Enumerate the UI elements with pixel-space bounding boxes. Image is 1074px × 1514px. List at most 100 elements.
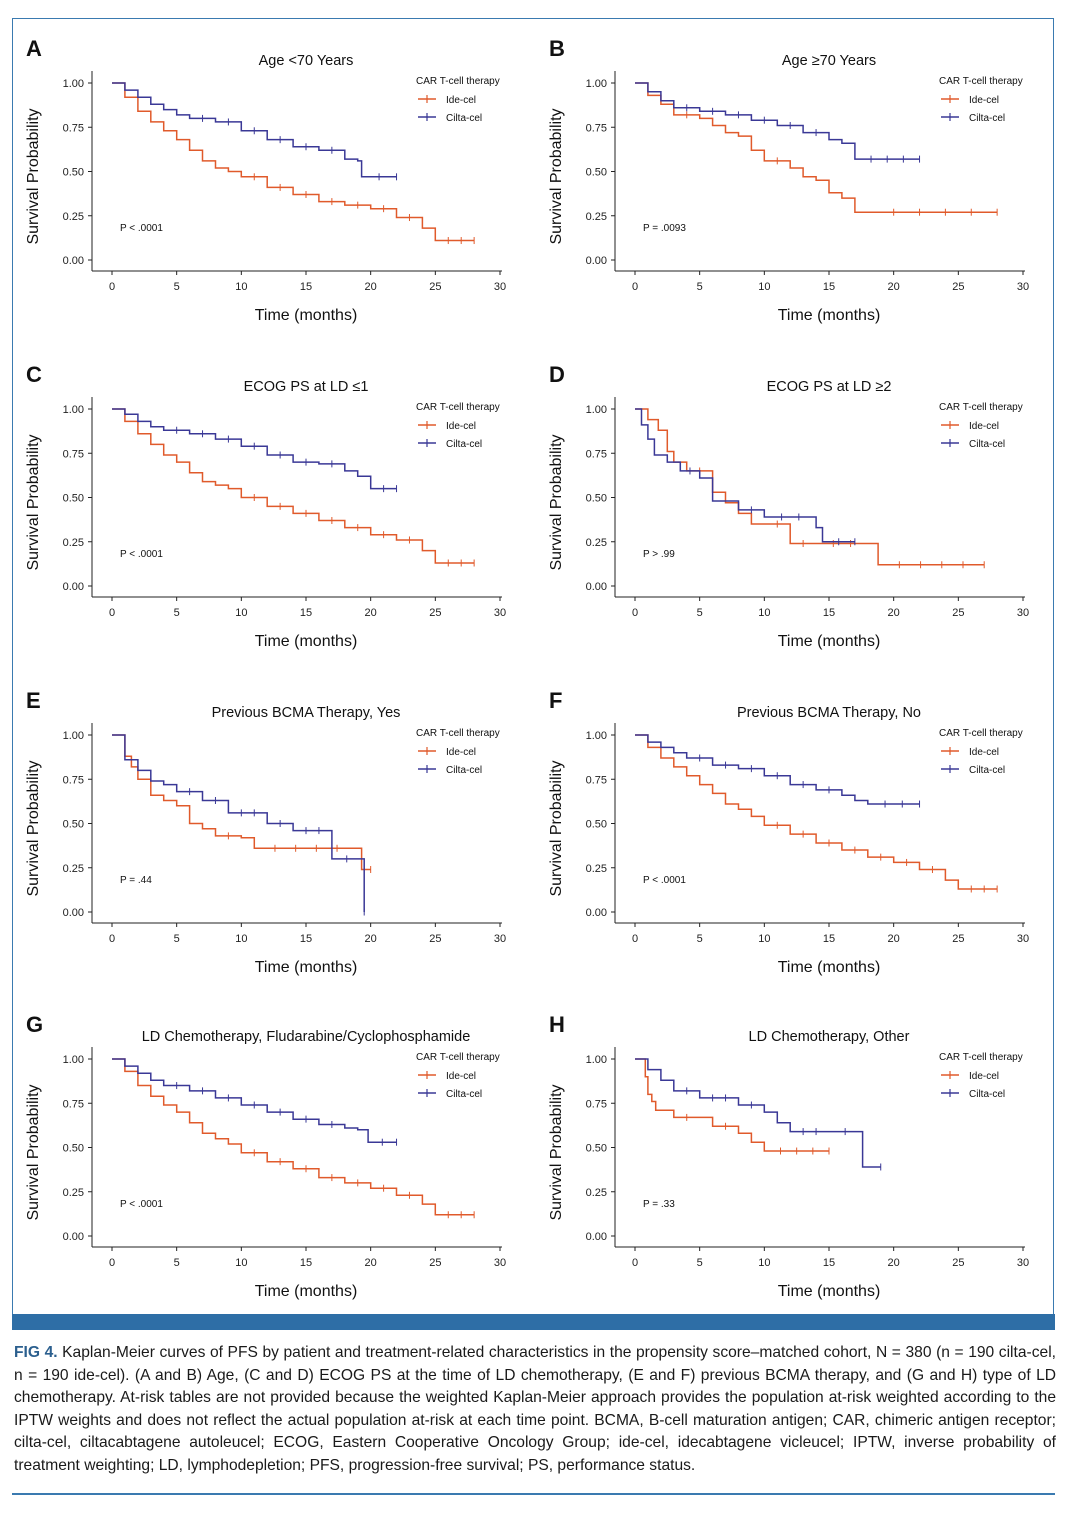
legend-entry: Cilta-cel [969,1089,1005,1100]
legend-entry: Ide-cel [969,747,999,758]
panel-title: Age ≥70 Years [782,53,876,69]
y-tick-label: 0.00 [586,581,607,593]
caption-label: FIG 4. [14,1344,58,1361]
panel-letter-A: A [26,36,42,61]
y-tick-label: 0.50 [63,819,84,831]
x-axis-label: Time (months) [255,307,358,324]
panel-title: Age <70 Years [259,53,354,69]
x-tick-label: 25 [429,281,441,293]
y-tick-label: 0.50 [63,167,84,179]
caption-text: Kaplan-Meier curves of PFS by patient an… [14,1344,1056,1474]
y-tick-label: 1.00 [586,404,607,416]
legend-title: CAR T-cell therapy [939,728,1023,739]
x-tick-label: 20 [365,1257,377,1269]
x-tick-label: 30 [1017,933,1029,945]
y-tick-label: 0.00 [63,907,84,919]
y-tick-label: 0.50 [586,493,607,505]
x-tick-label: 0 [109,1257,115,1269]
km-curve-ide-cel [635,1058,829,1152]
x-tick-label: 15 [300,1257,312,1269]
x-tick-label: 15 [300,933,312,945]
bottom-rule [12,1493,1055,1495]
x-tick-label: 15 [300,281,312,293]
x-tick-label: 20 [365,933,377,945]
legend-entry: Ide-cel [969,95,999,106]
x-tick-label: 15 [823,1257,835,1269]
x-tick-label: 15 [823,281,835,293]
x-tick-label: 25 [429,607,441,619]
panel-C: C ECOG PS at LD ≤1 0.00 0.25 0.50 0.75 1.00 0 5 1… [25,362,506,650]
p-value: P = .44 [120,875,152,886]
x-axis-label: Time (months) [778,633,881,650]
km-curve-cilta-cel [635,734,920,805]
p-value: P < .0001 [120,1199,163,1210]
x-axis-label: Time (months) [778,1283,881,1300]
y-tick-label: 0.50 [586,819,607,831]
x-tick-label: 30 [494,933,506,945]
y-tick-label: 1.00 [586,78,607,90]
figure-caption: FIG 4. Kaplan-Meier curves of PFS by pat… [14,1342,1056,1477]
x-tick-label: 0 [109,607,115,619]
legend-entry: Ide-cel [969,421,999,432]
x-tick-label: 25 [952,1257,964,1269]
km-curve-ide-cel [112,734,371,871]
y-tick-label: 1.00 [63,730,84,742]
x-tick-label: 10 [235,281,247,293]
x-tick-label: 5 [697,281,703,293]
legend-title: CAR T-cell therapy [939,76,1023,87]
y-tick-label: 1.00 [63,1054,84,1066]
x-tick-label: 30 [494,281,506,293]
p-value: P < .0001 [120,223,163,234]
legend-title: CAR T-cell therapy [416,728,500,739]
panel-title: LD Chemotherapy, Other [749,1029,910,1045]
x-tick-label: 25 [429,933,441,945]
x-tick-label: 25 [952,933,964,945]
x-tick-label: 20 [365,607,377,619]
km-curve-cilta-cel [635,1058,881,1168]
panel-title: Previous BCMA Therapy, Yes [212,705,401,721]
figure-bottom-bar [12,1314,1055,1330]
x-tick-label: 25 [952,281,964,293]
x-axis-label: Time (months) [255,1283,358,1300]
x-tick-label: 30 [494,607,506,619]
panel-title: ECOG PS at LD ≤1 [244,379,369,395]
figure-panels: A Age <70 Years 0.00 0.25 0.50 0.75 1.00 0 5 10 15… [25,36,1029,1300]
x-tick-label: 30 [1017,607,1029,619]
x-tick-label: 0 [632,933,638,945]
y-tick-label: 0.75 [586,122,607,134]
x-axis-label: Time (months) [778,959,881,976]
panel-G: G LD Chemotherapy, Fludarabine/Cyclophosp… [25,1012,506,1300]
legend-title: CAR T-cell therapy [939,1052,1023,1063]
panel-letter-H: H [549,1012,565,1037]
y-tick-label: 0.25 [586,863,607,875]
legend-title: CAR T-cell therapy [939,402,1023,413]
x-tick-label: 20 [365,281,377,293]
x-tick-label: 20 [888,281,900,293]
y-tick-label: 0.75 [63,122,84,134]
legend-entry: Cilta-cel [969,765,1005,776]
y-axis-label: Survival Probability [25,760,42,896]
panel-F: F Previous BCMA Therapy, No 0.00 0.25 0.50 0.… [548,688,1029,976]
x-tick-label: 5 [174,607,180,619]
figure-frame [12,18,1054,1330]
km-curve-ide-cel [112,82,475,242]
legend-entry: Cilta-cel [446,1089,482,1100]
x-tick-label: 20 [888,933,900,945]
y-tick-label: 0.75 [586,774,607,786]
y-tick-label: 0.50 [586,167,607,179]
y-tick-label: 0.00 [63,255,84,267]
panel-letter-E: E [26,688,41,713]
y-axis-label: Survival Probability [25,1084,42,1220]
x-tick-label: 5 [697,933,703,945]
panel-letter-D: D [549,362,565,387]
legend-entry: Cilta-cel [969,439,1005,450]
y-tick-label: 0.50 [63,1143,84,1155]
x-tick-label: 15 [823,607,835,619]
y-tick-label: 1.00 [63,404,84,416]
km-curve-ide-cel [635,82,998,213]
x-tick-label: 0 [632,607,638,619]
y-tick-label: 0.50 [63,493,84,505]
x-tick-label: 10 [235,933,247,945]
p-value: P < .0001 [120,549,163,560]
x-tick-label: 10 [235,607,247,619]
